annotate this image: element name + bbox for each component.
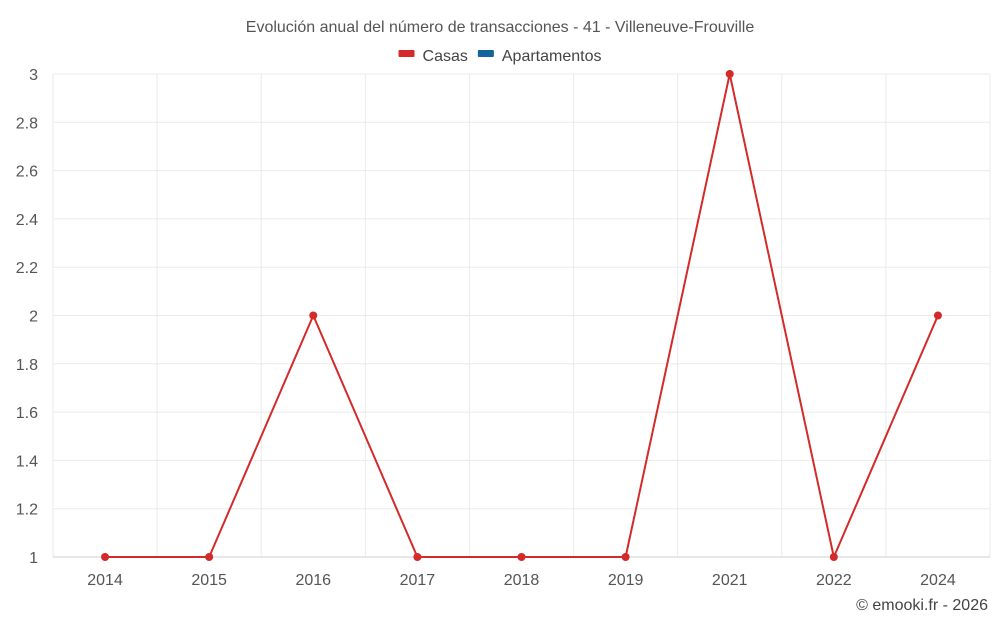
data-point[interactable] — [829, 553, 838, 561]
legend-swatch — [398, 50, 415, 57]
y-tick-label: 1.8 — [16, 357, 38, 374]
x-tick-label: 2018 — [504, 572, 540, 589]
x-tick-label: 2022 — [816, 572, 852, 589]
y-tick-label: 2.4 — [16, 212, 38, 229]
data-point[interactable] — [101, 553, 110, 561]
x-tick-label: 2016 — [295, 572, 331, 589]
y-tick-label: 2 — [29, 309, 38, 326]
legend-label: Apartamentos — [502, 48, 602, 65]
data-point[interactable] — [725, 70, 734, 78]
x-tick-label: 2024 — [920, 572, 956, 589]
legend-swatch — [477, 50, 494, 57]
chart-title: Evolución anual del número de transaccio… — [246, 19, 755, 36]
y-tick-label: 2.6 — [16, 164, 38, 181]
grid — [52, 73, 991, 558]
x-tick-label: 2019 — [608, 572, 644, 589]
y-tick-label: 1 — [29, 550, 38, 567]
x-tick-label: 2014 — [87, 572, 123, 589]
y-tick-label: 2.8 — [16, 115, 38, 132]
y-axis: 1 1.2 1.4 1.6 1.8 2 2.2 2.4 2.6 2.8 3 — [16, 67, 38, 567]
legend-item-apartamentos[interactable]: Apartamentos — [477, 48, 602, 65]
credit-text: © emooki.fr - 2026 — [856, 597, 988, 614]
x-tick-label: 2015 — [191, 572, 227, 589]
data-point[interactable] — [205, 553, 214, 561]
y-tick-label: 1.2 — [16, 502, 38, 519]
x-tick-label: 2017 — [400, 572, 436, 589]
y-tick-label: 1.4 — [16, 453, 38, 470]
data-point[interactable] — [517, 553, 526, 561]
y-tick-label: 3 — [29, 67, 38, 84]
series-layer — [101, 70, 942, 561]
legend-item-casas[interactable]: Casas — [398, 48, 468, 65]
y-tick-label: 1.6 — [16, 405, 38, 422]
y-tick-label: 2.2 — [16, 260, 38, 277]
x-tick-label: 2021 — [712, 572, 748, 589]
legend-label: Casas — [423, 48, 468, 65]
data-point[interactable] — [621, 553, 630, 561]
legend: Casas Apartamentos — [398, 48, 602, 65]
data-point[interactable] — [933, 311, 942, 320]
data-point[interactable] — [309, 311, 318, 320]
data-point[interactable] — [413, 553, 422, 561]
x-axis: 2014 2015 2016 2017 2018 2019 2021 2022 2024 — [53, 556, 990, 589]
